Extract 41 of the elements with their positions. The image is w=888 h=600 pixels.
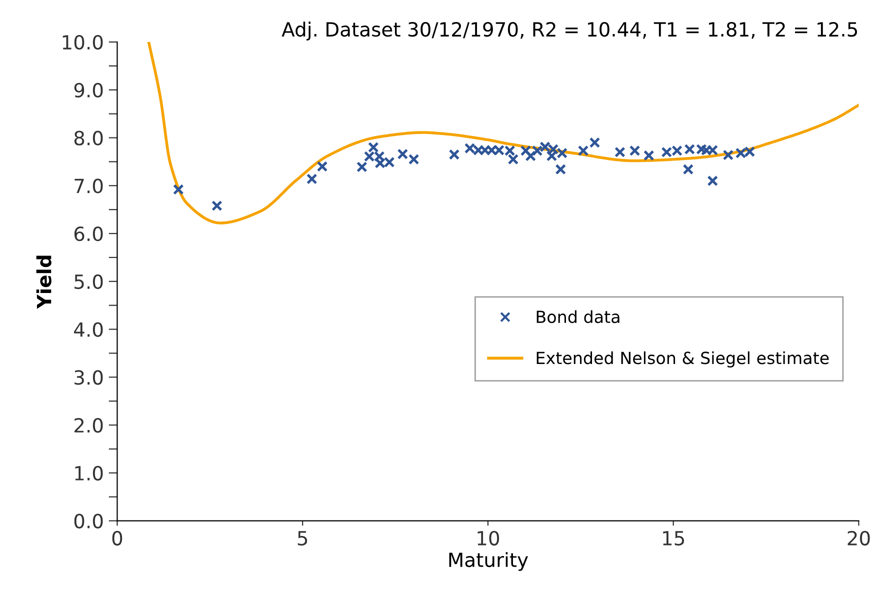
x-tick-label: 10	[478, 530, 500, 546]
point	[397, 148, 408, 160]
x-axis-title: Maturity	[449, 552, 528, 571]
point	[368, 142, 379, 153]
point	[356, 162, 368, 172]
point	[508, 154, 519, 165]
x-tick-label: 5	[298, 531, 308, 546]
y-tick-label: 2.0	[74, 418, 103, 433]
y-tick-label: 3.0	[74, 370, 103, 385]
point	[316, 161, 328, 172]
legend-label: Bond data	[536, 310, 620, 324]
point	[682, 164, 694, 175]
y-tick-label: 6.0	[74, 226, 103, 242]
point	[212, 200, 222, 212]
x-tick-label: 20	[848, 530, 870, 546]
y-axis-title: Yield	[36, 256, 52, 309]
y-tick-label: 5.0	[74, 274, 103, 290]
point	[578, 145, 589, 156]
y-tick-label: 4.0	[74, 322, 103, 337]
point	[448, 149, 460, 160]
x-tick-label: 0	[112, 530, 122, 546]
y-tick-label: 1.0	[75, 466, 103, 481]
point	[722, 150, 734, 160]
point	[643, 150, 654, 161]
point	[408, 154, 420, 165]
legend-label: Extended Nelson & Siegel estimate	[536, 351, 829, 368]
y-tick-label: 8.0	[74, 130, 103, 146]
y-tick-label: 10.0	[62, 34, 103, 50]
y-tick-label: 9.0	[74, 82, 103, 98]
point	[589, 137, 600, 148]
point	[629, 145, 640, 156]
point	[525, 150, 536, 162]
y-tick-label: 0.0	[74, 514, 103, 528]
y-tick-label: 7.0	[74, 178, 103, 194]
chart-title: Adj. Dataset 30/12/1970, R2 = 10.44, T1 = 1.81, T2 = 12.5	[282, 22, 858, 40]
point	[555, 164, 566, 175]
point	[172, 184, 184, 195]
point	[707, 175, 718, 186]
point	[614, 146, 626, 158]
point	[306, 174, 318, 184]
x-tick-label: 15	[663, 531, 684, 546]
